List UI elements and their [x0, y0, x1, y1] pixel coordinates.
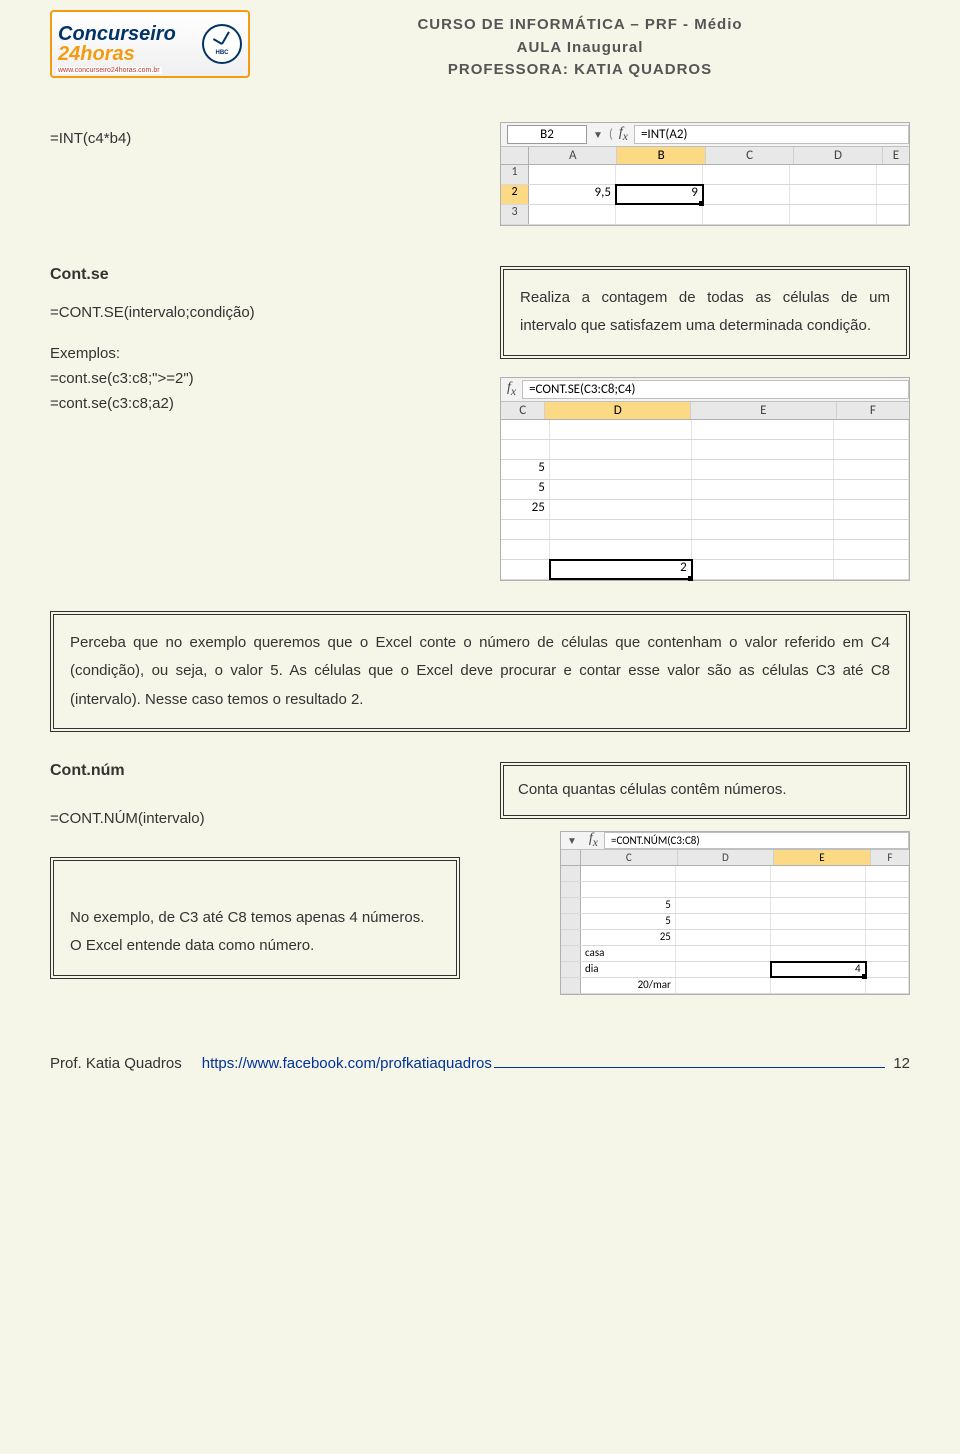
row-2: 2	[501, 185, 529, 204]
footer-author: Prof. Katia Quadros	[50, 1055, 182, 1072]
col-C: C	[581, 850, 678, 865]
col-C: C	[706, 147, 794, 164]
formula-bar: =INT(A2)	[634, 125, 909, 144]
col-C: C	[501, 402, 545, 419]
contnum-syntax: =CONT.NÚM(intervalo)	[50, 810, 460, 827]
row-1: 1	[501, 165, 529, 184]
contnum-desc: Conta quantas células contêm números.	[518, 781, 786, 798]
contnum-result: 4	[771, 962, 866, 977]
contse-desc: Realiza a contagem de todas as células d…	[520, 289, 890, 335]
contse-explain: Perceba que no exemplo queremos que o Ex…	[70, 634, 890, 708]
logo-text-top: Concurseiro	[58, 24, 176, 44]
dropdown-icon: ▼	[593, 128, 603, 141]
page-number: 12	[893, 1055, 910, 1072]
logo-text-bottom: 24horas	[58, 44, 176, 64]
fx-icon: fx	[501, 380, 522, 398]
row-3: 3	[501, 205, 529, 224]
excel-contse: fx =CONT.SE(C3:C8;C4) C D E F 5 5 25 2	[500, 377, 910, 581]
int-formula: =INT(c4*b4)	[50, 130, 460, 147]
formula-bar: =CONT.NÚM(C3:C8)	[604, 832, 909, 849]
footer-url: https://www.facebook.com/profkatiaquadro…	[202, 1055, 492, 1072]
contse-result: 2	[550, 560, 692, 579]
contnum-box: No exemplo, de C3 até C8 temos apenas 4 …	[50, 857, 460, 979]
contse-section: Cont.se =CONT.SE(intervalo;condição) Exe…	[50, 266, 910, 581]
col-E: E	[883, 147, 909, 164]
col-D: D	[678, 850, 775, 865]
contse-ex1: =cont.se(c3:c8;">=2")	[50, 370, 460, 387]
dropdown-icon: ▼	[567, 834, 577, 847]
cell-A2: 9,5	[529, 185, 616, 204]
cell-v2: 5	[501, 480, 550, 499]
logo: Concurseiro 24horas HBC www.concurseiro2…	[50, 10, 250, 78]
page-header: Concurseiro 24horas HBC www.concurseiro2…	[50, 10, 910, 82]
col-E: E	[774, 850, 871, 865]
fx-icon: fx	[583, 831, 604, 849]
contse-explain-box: Perceba que no exemplo queremos que o Ex…	[50, 611, 910, 733]
contnum-title: Cont.núm	[50, 762, 460, 780]
contse-ex2: =cont.se(c3:c8;a2)	[50, 395, 460, 412]
page-footer: Prof. Katia Quadros https://www.facebook…	[50, 1055, 910, 1072]
excel-contnum: ▼ fx =CONT.NÚM(C3:C8) C D E F 5 5 25 cas…	[560, 831, 910, 995]
clock-icon: HBC	[202, 24, 242, 64]
col-D: D	[794, 147, 882, 164]
selectall-corner	[501, 147, 529, 164]
contse-desc-box: Realiza a contagem de todas as células d…	[500, 266, 910, 359]
cell-v1: 5	[501, 460, 550, 479]
col-D: D	[545, 402, 691, 419]
excel-int: B2 ▼ ( fx =INT(A2) A B C D E 1 2 9,5	[500, 122, 910, 226]
col-B: B	[617, 147, 705, 164]
cell-B2: 9	[616, 185, 703, 204]
contnum-desc-box: Conta quantas células contêm números.	[500, 762, 910, 819]
logo-url: www.concurseiro24horas.com.br	[56, 67, 162, 74]
header-line3: PROFESSORA: KATIA QUADROS	[250, 59, 910, 82]
header-titles: CURSO DE INFORMÁTICA – PRF - Médio AULA …	[250, 14, 910, 82]
col-E: E	[691, 402, 837, 419]
fx-icon: fx	[613, 125, 634, 143]
col-F: F	[837, 402, 909, 419]
int-section: =INT(c4*b4) B2 ▼ ( fx =INT(A2) A B C D E…	[50, 122, 910, 226]
header-line2: AULA Inaugural	[250, 37, 910, 60]
contse-ex-label: Exemplos:	[50, 345, 460, 362]
namebox: B2	[507, 125, 587, 144]
contse-syntax: =CONT.SE(intervalo;condição)	[50, 304, 460, 321]
contnum-section: Cont.núm =CONT.NÚM(intervalo) No exemplo…	[50, 762, 910, 995]
col-F: F	[871, 850, 909, 865]
cell-v3: 25	[501, 500, 550, 519]
footer-line	[494, 1067, 885, 1068]
contse-title: Cont.se	[50, 266, 460, 284]
formula-bar: =CONT.SE(C3:C8;C4)	[522, 380, 909, 399]
col-A: A	[529, 147, 617, 164]
header-line1: CURSO DE INFORMÁTICA – PRF - Médio	[250, 14, 910, 37]
